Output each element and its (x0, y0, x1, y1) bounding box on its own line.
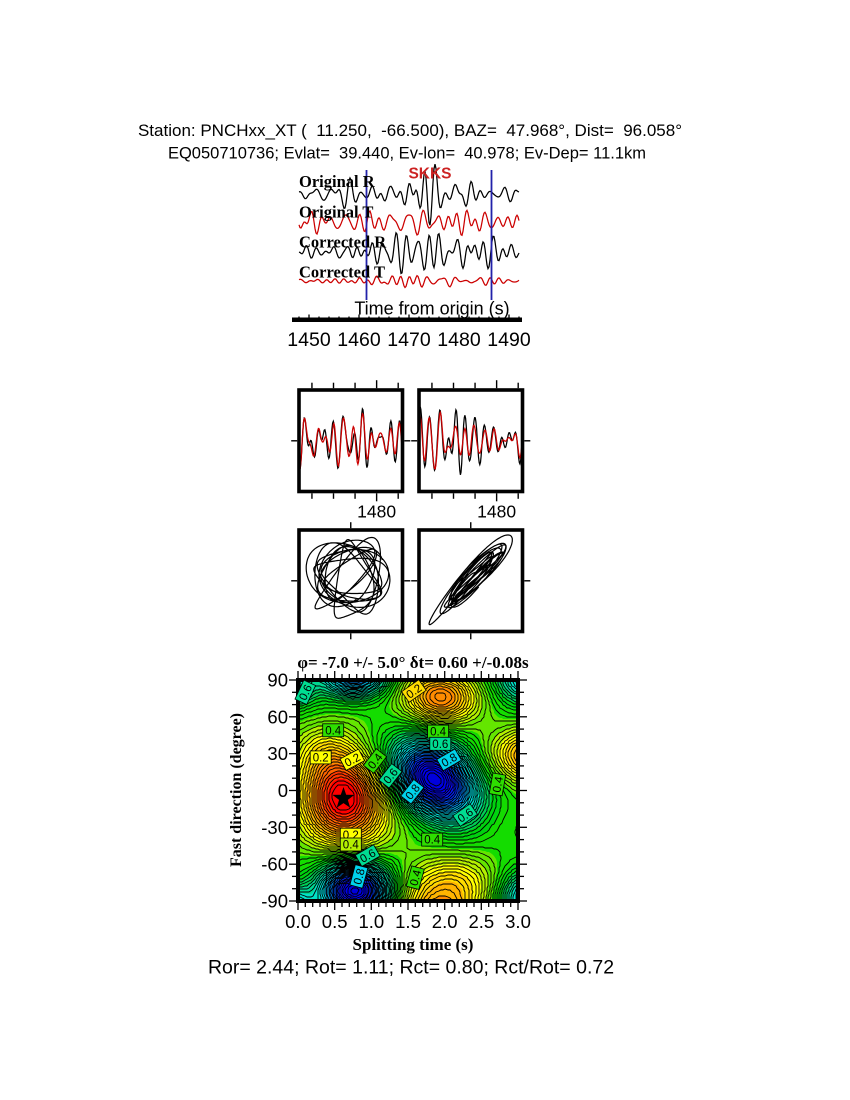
svg-text:0.4: 0.4 (424, 835, 441, 847)
svg-text:1.0: 1.0 (358, 911, 384, 932)
svg-text:30: 30 (267, 743, 288, 764)
svg-text:3.0: 3.0 (505, 911, 531, 932)
svg-text:Splitting time (s): Splitting time (s) (353, 935, 474, 954)
svg-text:1490: 1490 (487, 329, 531, 351)
svg-text:0.4: 0.4 (408, 868, 424, 887)
svg-text:1460: 1460 (337, 329, 381, 351)
svg-text:Fast direction (degree): Fast direction (degree) (228, 713, 245, 867)
svg-text:1480: 1480 (437, 329, 481, 351)
svg-text:1.5: 1.5 (395, 911, 421, 932)
svg-text:1450: 1450 (287, 329, 331, 351)
svg-text:60: 60 (267, 706, 288, 727)
svg-text:-90: -90 (261, 891, 288, 912)
svg-text:φ= -7.0 +/- 5.0° δt= 0.60 +/-0: φ= -7.0 +/- 5.0° δt= 0.60 +/-0.08s (297, 653, 529, 672)
svg-text:SKKS: SKKS (408, 166, 451, 183)
svg-text:0.4: 0.4 (325, 725, 342, 737)
svg-text:0.4: 0.4 (491, 775, 506, 793)
svg-text:0.6: 0.6 (432, 739, 448, 751)
svg-text:Ror= 2.44; Rot= 1.11; Rct= 0.8: Ror= 2.44; Rot= 1.11; Rct= 0.80; Rct/Rot… (208, 957, 614, 979)
svg-text:2.0: 2.0 (432, 911, 458, 932)
svg-text:Original R: Original R (299, 172, 376, 191)
svg-text:-30: -30 (261, 817, 288, 838)
svg-text:0.4: 0.4 (430, 727, 447, 739)
svg-text:Corrected T: Corrected T (299, 263, 385, 282)
svg-text:1480: 1480 (357, 502, 396, 522)
svg-text:0.4: 0.4 (343, 840, 360, 852)
svg-text:0.0: 0.0 (285, 911, 311, 932)
svg-text:-60: -60 (261, 854, 288, 875)
svg-text:EQ050710736; Evlat= 39.440, E: EQ050710736; Evlat= 39.440, Ev-lon= 40.9… (168, 145, 646, 163)
svg-text:0.8: 0.8 (352, 867, 368, 886)
svg-text:0.2: 0.2 (313, 753, 329, 765)
svg-text:2.5: 2.5 (468, 911, 494, 932)
svg-text:Station: PNCHxx_XT ( 11.250,: Station: PNCHxx_XT ( 11.250, -66.500), B… (138, 121, 682, 140)
svg-text:Time from origin (s): Time from origin (s) (354, 299, 509, 319)
svg-text:1470: 1470 (387, 329, 431, 351)
svg-text:0: 0 (278, 780, 288, 801)
svg-text:0.5: 0.5 (322, 911, 348, 932)
svg-text:1480: 1480 (477, 502, 516, 522)
svg-text:Original T: Original T (299, 203, 373, 222)
svg-text:Corrected R: Corrected R (299, 233, 387, 252)
svg-text:90: 90 (267, 670, 288, 691)
